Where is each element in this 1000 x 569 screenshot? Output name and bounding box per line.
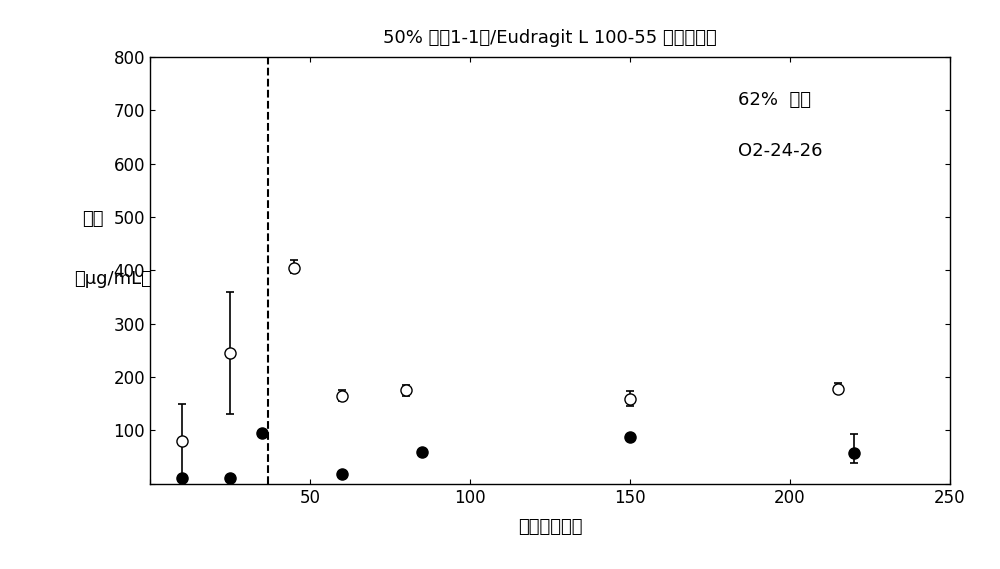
Text: 浓度: 浓度 — [82, 210, 104, 228]
Text: O2-24-26: O2-24-26 — [738, 142, 822, 160]
X-axis label: 时间（分钟）: 时间（分钟） — [518, 518, 582, 535]
Title: 50% 式（1-1）/Eudragit L 100-55 固体分散体: 50% 式（1-1）/Eudragit L 100-55 固体分散体 — [383, 29, 717, 47]
Text: 62%  产率: 62% 产率 — [738, 91, 811, 109]
Text: （μg/mL）: （μg/mL） — [74, 270, 152, 288]
